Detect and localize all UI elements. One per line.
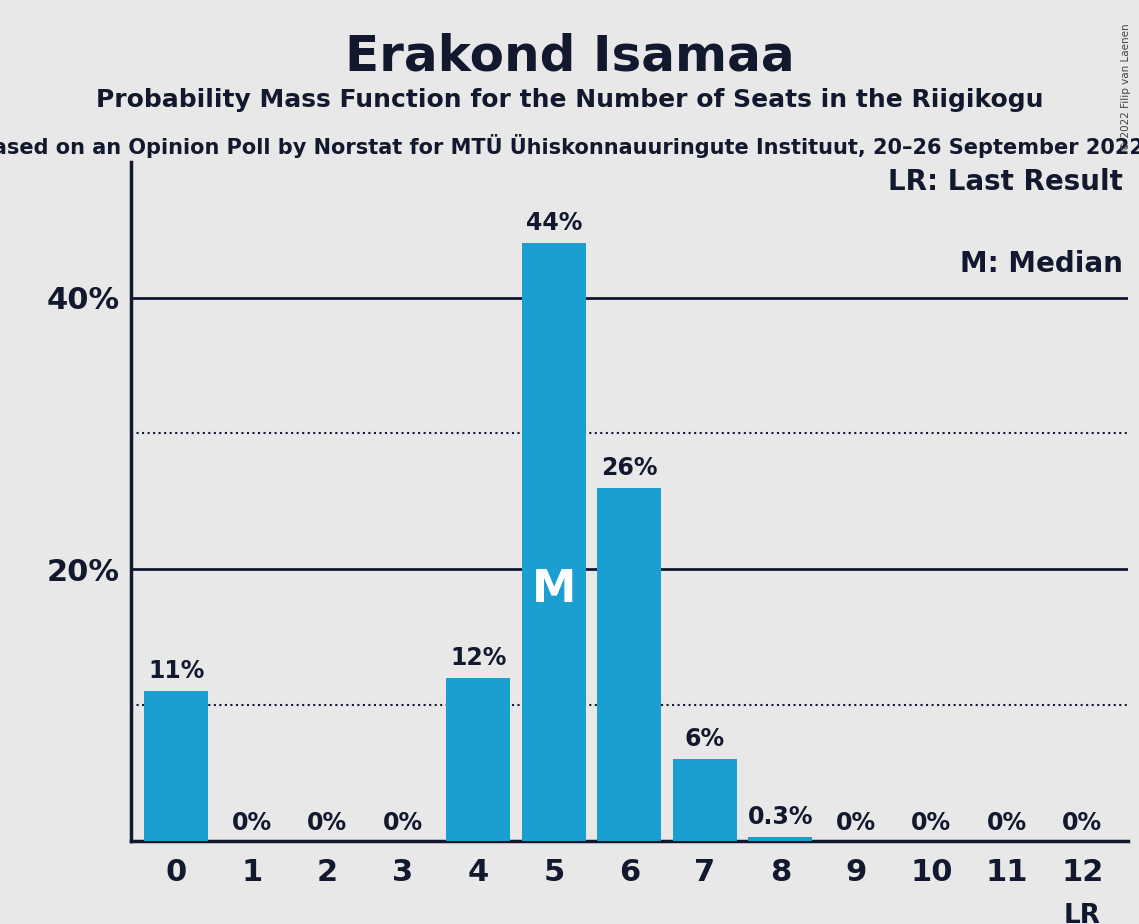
Text: 0%: 0% [231, 811, 272, 835]
Text: LR: LR [1064, 903, 1100, 924]
Text: Erakond Isamaa: Erakond Isamaa [345, 32, 794, 80]
Text: 0.3%: 0.3% [747, 805, 813, 829]
Bar [522, 243, 585, 841]
Text: 26%: 26% [601, 456, 657, 480]
Bar [748, 837, 812, 841]
Bar [145, 691, 208, 841]
Text: Probability Mass Function for the Number of Seats in the Riigikogu: Probability Mass Function for the Number… [96, 88, 1043, 112]
Text: LR: Last Result: LR: Last Result [887, 168, 1123, 197]
Text: 0%: 0% [383, 811, 423, 835]
Bar [597, 488, 662, 841]
Text: 12%: 12% [450, 646, 507, 670]
Bar [446, 678, 510, 841]
Text: © 2022 Filip van Laenen: © 2022 Filip van Laenen [1121, 23, 1131, 151]
Bar [673, 760, 737, 841]
Text: 0%: 0% [911, 811, 951, 835]
Text: 6%: 6% [685, 727, 724, 751]
Text: 0%: 0% [986, 811, 1027, 835]
Text: 0%: 0% [836, 811, 876, 835]
Text: 0%: 0% [308, 811, 347, 835]
Text: Based on an Opinion Poll by Norstat for MTÜ Ühiskonnauuringute Instituut, 20–26 : Based on an Opinion Poll by Norstat for … [0, 134, 1139, 158]
Text: 11%: 11% [148, 660, 205, 683]
Text: 0%: 0% [1063, 811, 1103, 835]
Text: M: Median: M: Median [960, 250, 1123, 278]
Text: 44%: 44% [525, 211, 582, 235]
Text: M: M [532, 568, 576, 612]
